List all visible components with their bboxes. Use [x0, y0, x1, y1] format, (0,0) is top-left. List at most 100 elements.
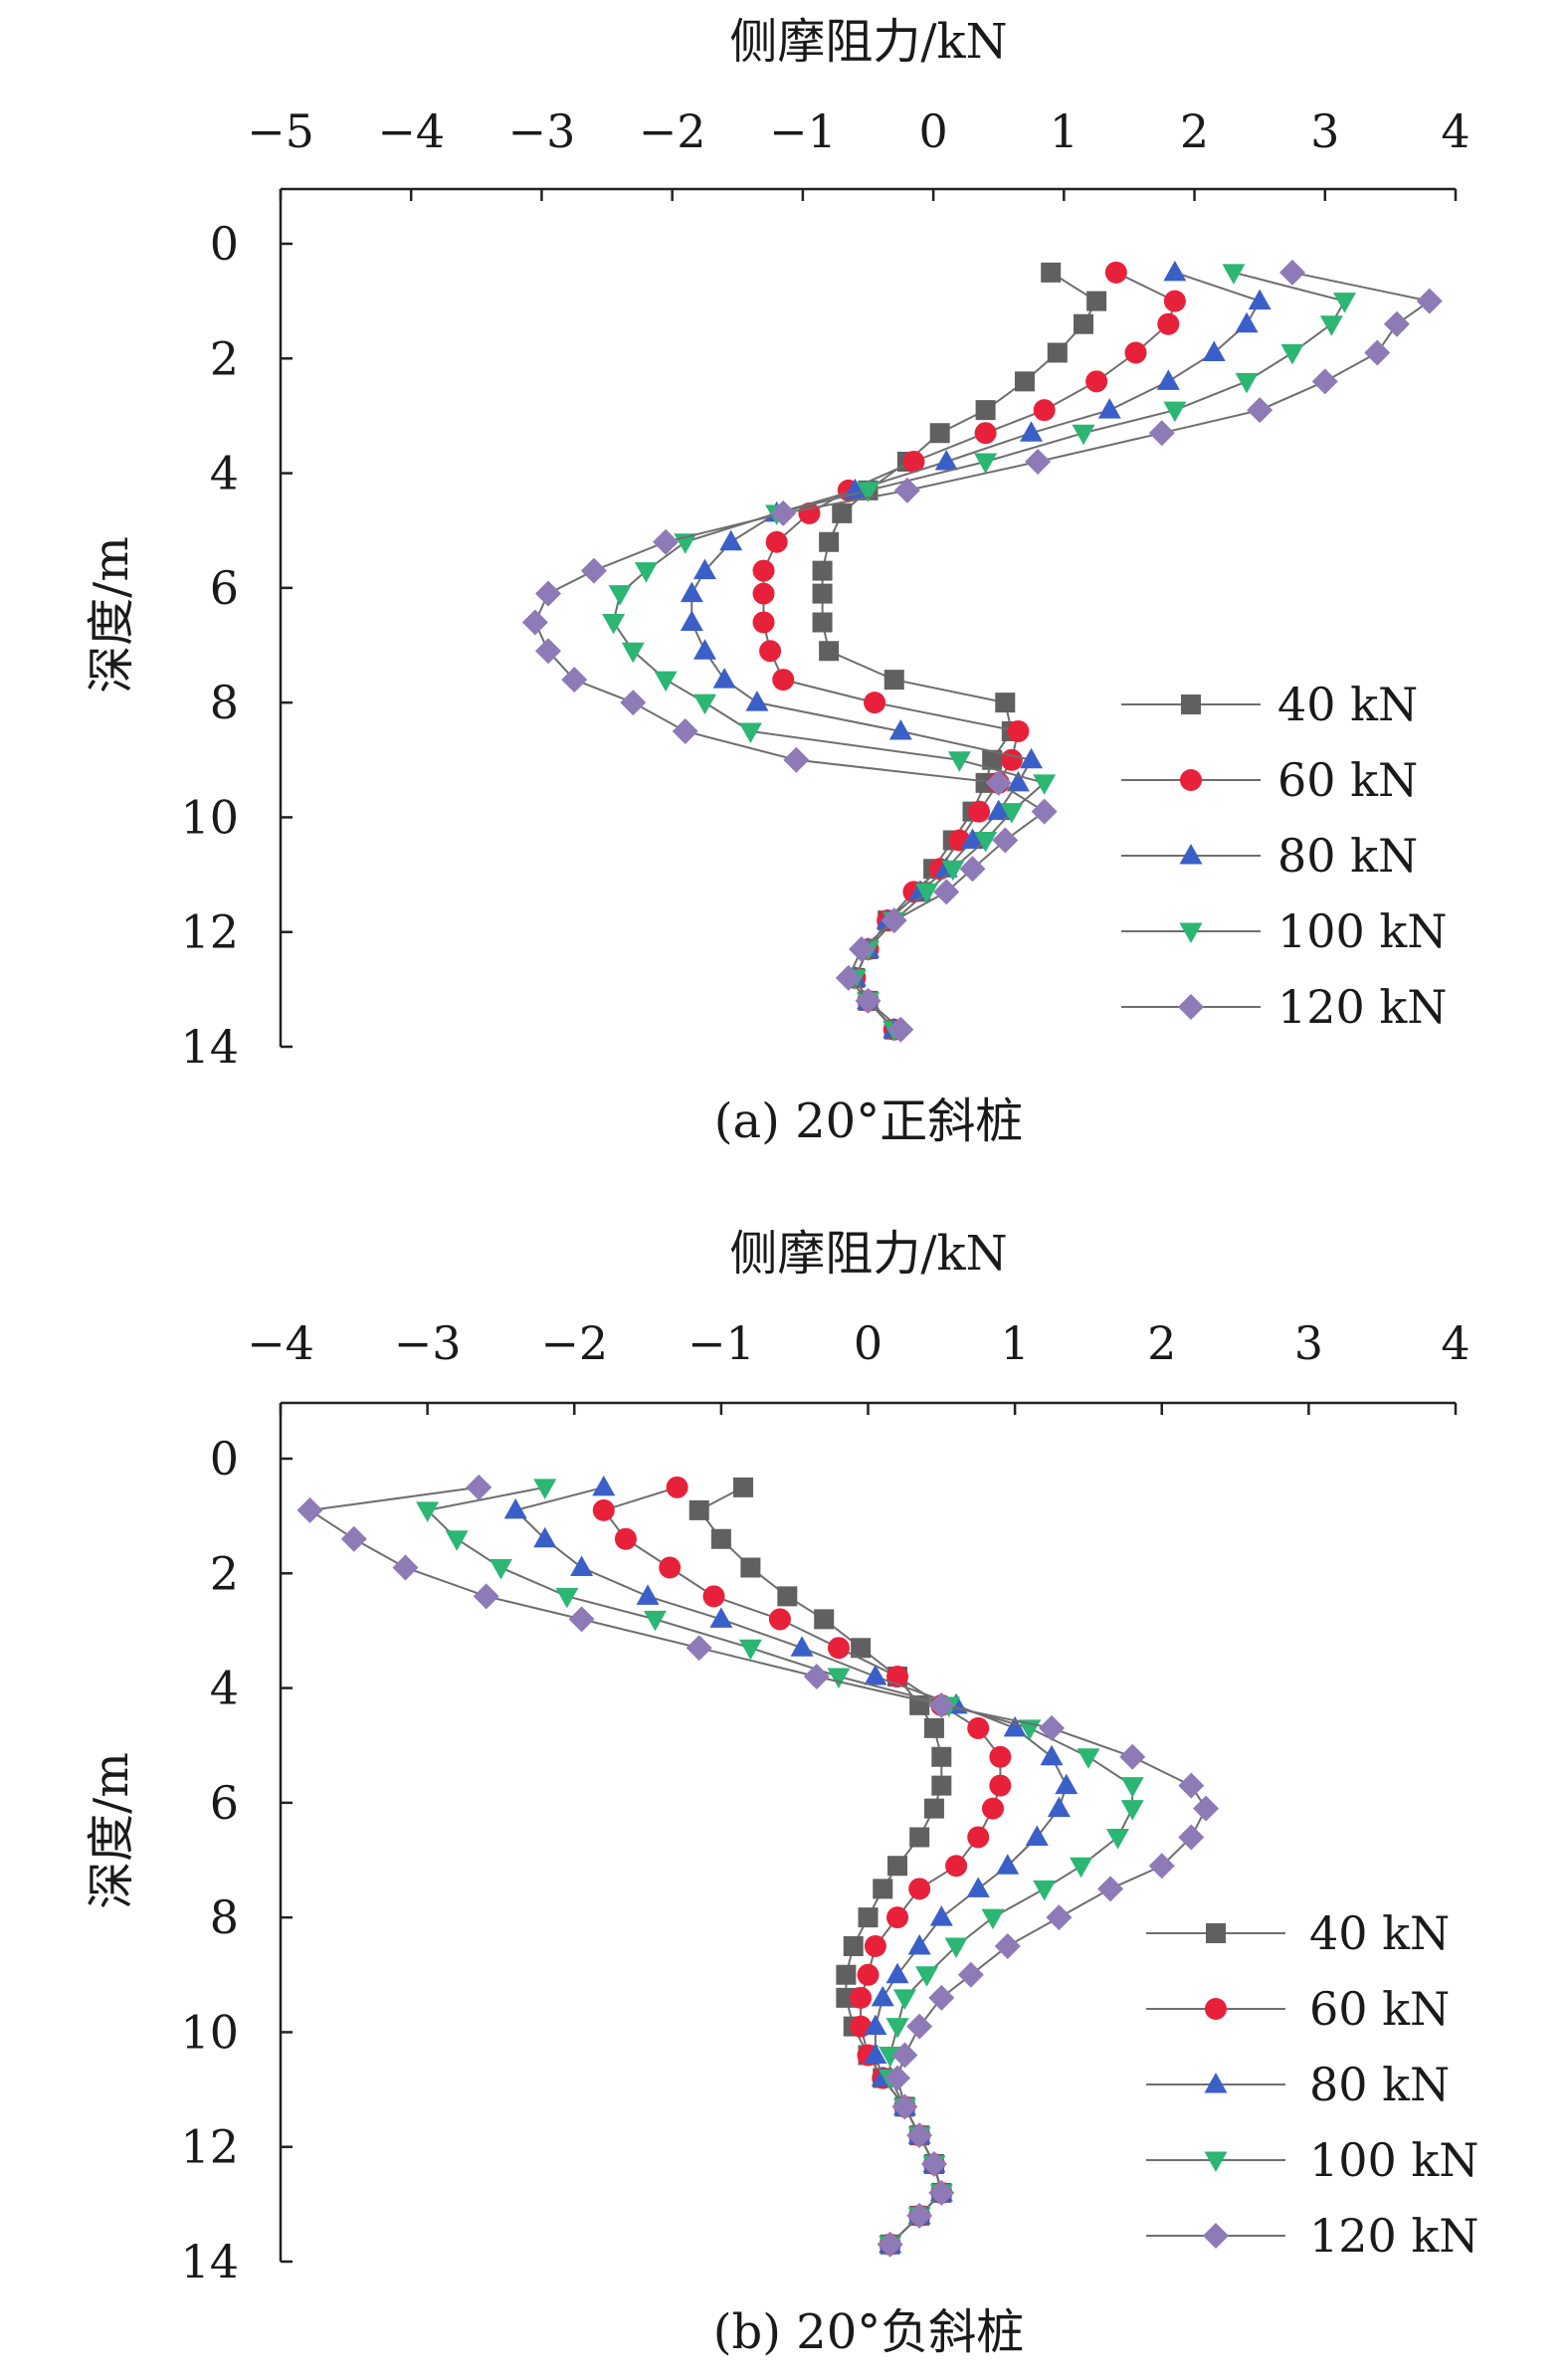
panel-a-series-4-point — [835, 964, 862, 991]
panel-b-series-0-point — [923, 1798, 944, 1819]
panel-b-x-tick-label: −4 — [247, 1316, 314, 1370]
panel-b-series-2-point — [1040, 1744, 1064, 1766]
panel-a-series-1-point — [1163, 290, 1186, 312]
panel-b-series-3-point — [1070, 1857, 1093, 1879]
panel-b-series — [296, 1474, 1220, 2258]
panel-a-series-2-point — [1235, 311, 1259, 333]
panel-a-series-3-point — [692, 694, 716, 715]
panel-a-series-3-point — [738, 722, 762, 743]
panel-a-series-4-point — [933, 879, 960, 905]
panel-a-series-3-point — [857, 482, 880, 502]
panel-a-series-4-point — [672, 717, 698, 744]
panel-a-series-1-point — [752, 611, 775, 634]
panel-a-legend-item-2: 80 kN — [1121, 829, 1418, 883]
panel-a-y-tick-label: 4 — [210, 447, 239, 500]
panel-a-series-3-point — [1280, 344, 1304, 365]
panel-a-series-1-point — [1033, 399, 1056, 422]
panel-a-y-axis-title: 深度/m — [84, 536, 139, 694]
panel-a-x-tick-label: −1 — [769, 104, 837, 158]
panel-b-series-0-point — [887, 1856, 908, 1877]
panel-b-series-4-point — [891, 2093, 918, 2120]
panel-a-series-3-point — [947, 751, 971, 772]
panel-a-plot-frame — [279, 187, 1456, 1047]
panel-b-series-1-point — [967, 1716, 990, 1739]
panel-b-series-1-point — [850, 1986, 873, 2009]
panel-b-series-2-point — [1003, 1715, 1027, 1737]
panel-b-series-4-point — [884, 2065, 911, 2091]
panel-a-series-4-point — [1025, 449, 1052, 476]
panel-a-series-4-point — [893, 477, 920, 503]
panel-b-legend-item-1: 60 kN — [1146, 1982, 1450, 2036]
panel-a-series-1-point — [902, 451, 925, 474]
panel-a-series-3-point — [602, 613, 626, 635]
panel-b-series-4-point — [906, 2202, 933, 2229]
panel-a-series-1-point — [759, 640, 782, 663]
panel-a-series-4-point — [992, 827, 1019, 854]
panel-b-series-3-point — [533, 1479, 557, 1499]
panel-a-y-ticks: 0 2 4 6 8 10 12 14 — [180, 217, 293, 1074]
panel-b-legend-item-3: 100 kN — [1146, 2133, 1479, 2187]
panel-b-series-0-point — [909, 1827, 930, 1848]
panel-a-series-1-point — [974, 422, 997, 445]
panel-a-x-tick-label: −2 — [639, 104, 706, 158]
panel-a-series-3-point — [974, 831, 998, 853]
panel-a-legend-swatch-marker — [1181, 694, 1201, 714]
panel-b-legend-label: 40 kN — [1309, 1906, 1450, 1960]
panel-a-series-2-point — [1156, 369, 1180, 390]
panel-a-series-4-point — [959, 856, 986, 883]
panel-a-series-3-point — [1332, 293, 1356, 313]
panel-a-series-4-point — [1383, 310, 1410, 337]
panel-b-series-2-point — [996, 1854, 1020, 1875]
panel-a-series-4-point — [848, 936, 875, 963]
panel-b-series-0-point — [931, 1746, 952, 1767]
panel-a-x-axis-title: 侧摩阻力/kN — [729, 14, 1007, 70]
panel-b-series-0-point — [814, 1609, 835, 1630]
panel-a-series-2-point — [1248, 289, 1272, 310]
panel-b-series-4-point — [1178, 1772, 1205, 1799]
panel-a-series-3-point — [608, 585, 632, 606]
panel-b-series-4-line — [306, 1486, 1208, 2246]
panel-b-x-axis-title: 侧摩阻力/kN — [729, 1226, 1007, 1282]
panel-b-series-0-point — [843, 1935, 864, 1956]
panel-b-y-ticks: 0 2 4 6 8 10 12 14 — [180, 1432, 293, 2288]
panel-a-legend-label: 80 kN — [1277, 829, 1418, 883]
panel-b-x-tick-label: 0 — [854, 1316, 882, 1370]
panel-a-legend-swatch-marker — [1179, 844, 1203, 865]
panel-a-series-4-point — [653, 528, 680, 555]
panel-a-series-4-point — [1031, 798, 1058, 825]
panel-a-series-0-point — [995, 693, 1016, 713]
panel-b-y-tick-label: 2 — [210, 1546, 239, 1600]
panel-b-series-2-point — [1025, 1825, 1049, 1846]
panel-a-x-tick-label: −5 — [247, 104, 314, 158]
panel-b-series-2-point — [864, 1665, 887, 1686]
panel-a-legend: 40 kN 60 kN 80 kN 100 kN 120 kN — [1121, 678, 1448, 1034]
panel-a-series-3-point — [941, 860, 965, 882]
panel-a-series — [521, 259, 1443, 1043]
panel-a-legend-label: 60 kN — [1277, 753, 1418, 807]
panel-a-series-4-point — [1416, 288, 1443, 314]
panel-a-y-tick-label: 14 — [180, 1020, 239, 1074]
panel-b-series-3-point — [892, 1989, 916, 2010]
panel-a-series-4-point — [783, 746, 810, 773]
panel-a-series-0-point — [1086, 291, 1107, 311]
panel-a-series-0-point — [1074, 313, 1094, 334]
panel-a-series-2-point — [960, 828, 984, 849]
panel-b-legend-label: 60 kN — [1309, 1982, 1450, 2036]
panel-b-series-3-point — [944, 1937, 968, 1958]
panel-b-series-3-point — [915, 1966, 939, 1987]
panel-a-series-2-point — [843, 478, 867, 499]
panel-b-series-4-point — [1148, 1853, 1175, 1880]
panel-a-series-2-point — [888, 718, 912, 740]
panel-b-series-2-point — [636, 1584, 660, 1605]
panel-b-legend-swatch-marker — [1204, 2073, 1228, 2093]
panel-b-series-0-point — [851, 1638, 872, 1659]
panel-a-series-1-point — [765, 530, 788, 553]
panel-b-series-1-point — [659, 1556, 682, 1579]
panel-b-x-tick-label: 3 — [1294, 1316, 1323, 1370]
panel-b-series-0-point — [740, 1557, 761, 1578]
panel-b-series-0-point — [909, 1694, 930, 1715]
panel-b-x-tick-label: 4 — [1441, 1316, 1469, 1370]
panel-a-series-2-point — [692, 558, 716, 580]
panel-b-x-tick-label: −2 — [540, 1316, 608, 1370]
panel-b-series-3-point — [827, 1668, 851, 1689]
